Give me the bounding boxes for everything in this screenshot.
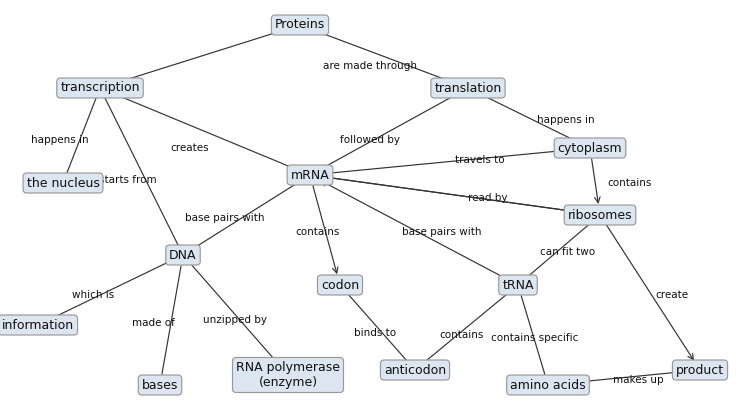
Text: travels to: travels to	[455, 155, 505, 165]
Text: amino acids: amino acids	[511, 378, 586, 391]
Text: cytoplasm: cytoplasm	[558, 142, 622, 155]
Text: can fit two: can fit two	[541, 247, 596, 257]
Text: the nucleus: the nucleus	[26, 176, 99, 189]
Text: codon: codon	[321, 279, 359, 292]
Text: makes up: makes up	[613, 375, 663, 385]
Text: happens in: happens in	[31, 135, 89, 145]
Text: tRNA: tRNA	[502, 279, 534, 292]
Text: contains: contains	[296, 227, 340, 237]
Text: base pairs with: base pairs with	[185, 213, 265, 223]
Text: information: information	[2, 318, 74, 331]
Text: made of: made of	[132, 318, 175, 328]
Text: Proteins: Proteins	[275, 18, 325, 31]
Text: RNA polymerase
(enzyme): RNA polymerase (enzyme)	[236, 361, 340, 389]
Text: ribosomes: ribosomes	[568, 209, 633, 222]
Text: product: product	[676, 364, 724, 377]
Text: creates: creates	[171, 143, 209, 153]
Text: read by: read by	[468, 193, 508, 203]
Text: binds to: binds to	[354, 328, 396, 338]
Text: anticodon: anticodon	[384, 364, 446, 377]
Text: contains: contains	[608, 178, 652, 188]
Text: contains: contains	[440, 330, 484, 340]
Text: transcription: transcription	[60, 82, 140, 95]
Text: followed by: followed by	[340, 135, 400, 145]
Text: contains specific: contains specific	[491, 333, 579, 343]
Text: unzipped by: unzipped by	[203, 315, 267, 325]
Text: starts from: starts from	[99, 175, 157, 185]
Text: are made through: are made through	[323, 61, 417, 71]
Text: mRNA: mRNA	[291, 168, 329, 181]
Text: DNA: DNA	[169, 248, 197, 261]
Text: create: create	[655, 290, 688, 300]
Text: translation: translation	[434, 82, 501, 95]
Text: bases: bases	[142, 378, 178, 391]
Text: happens in: happens in	[537, 115, 595, 125]
Text: base pairs with: base pairs with	[402, 227, 482, 237]
Text: which is: which is	[72, 290, 114, 300]
